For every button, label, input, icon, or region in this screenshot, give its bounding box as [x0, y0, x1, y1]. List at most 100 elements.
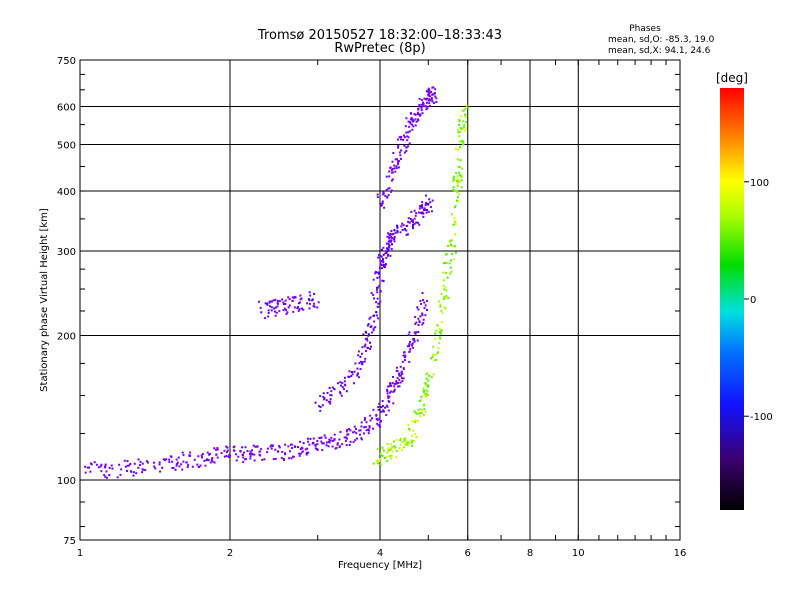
- data-point: [381, 258, 384, 261]
- data-point: [426, 371, 429, 374]
- data-point: [269, 445, 272, 448]
- data-point: [322, 395, 325, 398]
- data-point: [379, 300, 382, 303]
- data-point: [360, 421, 363, 424]
- data-point: [330, 394, 333, 397]
- data-point: [211, 457, 214, 460]
- data-point: [356, 374, 359, 377]
- data-point: [103, 473, 106, 476]
- data-point: [398, 160, 401, 163]
- data-point: [377, 305, 380, 308]
- data-point: [413, 331, 416, 334]
- data-point: [425, 108, 428, 111]
- data-point: [258, 453, 261, 456]
- data-point: [355, 428, 358, 431]
- data-point: [245, 458, 248, 461]
- data-point: [323, 434, 326, 437]
- data-point: [396, 229, 399, 232]
- data-point: [377, 253, 380, 256]
- data-point: [146, 461, 149, 464]
- data-point: [414, 421, 417, 424]
- data-point: [323, 398, 326, 401]
- data-point: [348, 370, 351, 373]
- x-tick-label: 4: [377, 548, 383, 559]
- data-point: [376, 297, 379, 300]
- data-point: [126, 460, 129, 463]
- data-point: [415, 331, 418, 334]
- data-point: [435, 97, 438, 100]
- data-point: [108, 466, 111, 469]
- data-point: [414, 322, 417, 325]
- y-axis-label: Stationary phase Virtual Height [km]: [39, 208, 50, 392]
- data-point: [379, 463, 382, 466]
- data-point: [345, 430, 348, 433]
- axis-ticks: 1 2 4 6 8 10 16 75 100 200 300 400 500 600 750: [57, 56, 686, 559]
- data-point: [423, 301, 426, 304]
- data-point: [308, 443, 311, 446]
- data-point: [451, 253, 454, 256]
- data-point: [282, 301, 285, 304]
- data-point: [319, 395, 322, 398]
- data-point: [414, 214, 417, 217]
- data-point: [458, 123, 461, 126]
- data-point: [391, 160, 394, 163]
- data-point: [384, 265, 387, 268]
- colorbar: [deg] 100 0 -100: [716, 71, 773, 510]
- data-point: [456, 191, 459, 194]
- data-point: [402, 354, 405, 357]
- data-point: [403, 228, 406, 231]
- data-point: [429, 99, 432, 102]
- data-point: [462, 140, 465, 143]
- data-point: [311, 298, 314, 301]
- data-point: [360, 360, 363, 363]
- data-point: [408, 331, 411, 334]
- data-point: [260, 448, 263, 451]
- data-point: [141, 468, 144, 471]
- data-point: [450, 245, 453, 248]
- phases-line-o: mean, sd,O: -85.3, 19.0: [608, 35, 715, 45]
- data-point: [416, 306, 419, 309]
- data-point: [266, 302, 269, 305]
- data-point: [421, 212, 424, 215]
- data-point: [379, 261, 382, 264]
- data-point: [401, 372, 404, 375]
- data-point: [380, 202, 383, 205]
- data-point: [419, 415, 422, 418]
- data-point: [282, 303, 285, 306]
- data-point: [435, 329, 438, 332]
- colorbar-label: [deg]: [716, 71, 748, 85]
- data-point: [426, 107, 429, 110]
- data-point: [439, 337, 442, 340]
- data-point: [442, 271, 445, 274]
- data-point: [370, 345, 373, 348]
- data-point: [405, 224, 408, 227]
- data-point: [372, 427, 375, 430]
- data-point: [393, 382, 396, 385]
- data-point: [386, 247, 389, 250]
- data-point: [392, 402, 395, 405]
- data-point: [417, 211, 420, 214]
- data-point: [398, 372, 401, 375]
- data-point: [353, 430, 356, 433]
- data-point: [352, 441, 355, 444]
- data-point: [175, 458, 178, 461]
- data-point: [380, 248, 383, 251]
- data-point: [210, 458, 213, 461]
- data-point: [330, 436, 333, 439]
- data-point: [393, 445, 396, 448]
- data-point: [389, 443, 392, 446]
- data-point: [86, 466, 89, 469]
- data-point: [458, 180, 461, 183]
- data-point: [459, 145, 462, 148]
- data-point: [343, 380, 346, 383]
- data-point: [133, 462, 136, 465]
- data-point: [347, 433, 350, 436]
- data-point: [89, 470, 92, 473]
- data-point: [428, 98, 431, 101]
- data-point: [453, 217, 456, 220]
- data-point: [299, 294, 302, 297]
- data-point: [395, 438, 398, 441]
- data-point: [256, 445, 259, 448]
- data-point: [436, 352, 439, 355]
- data-point: [447, 244, 450, 247]
